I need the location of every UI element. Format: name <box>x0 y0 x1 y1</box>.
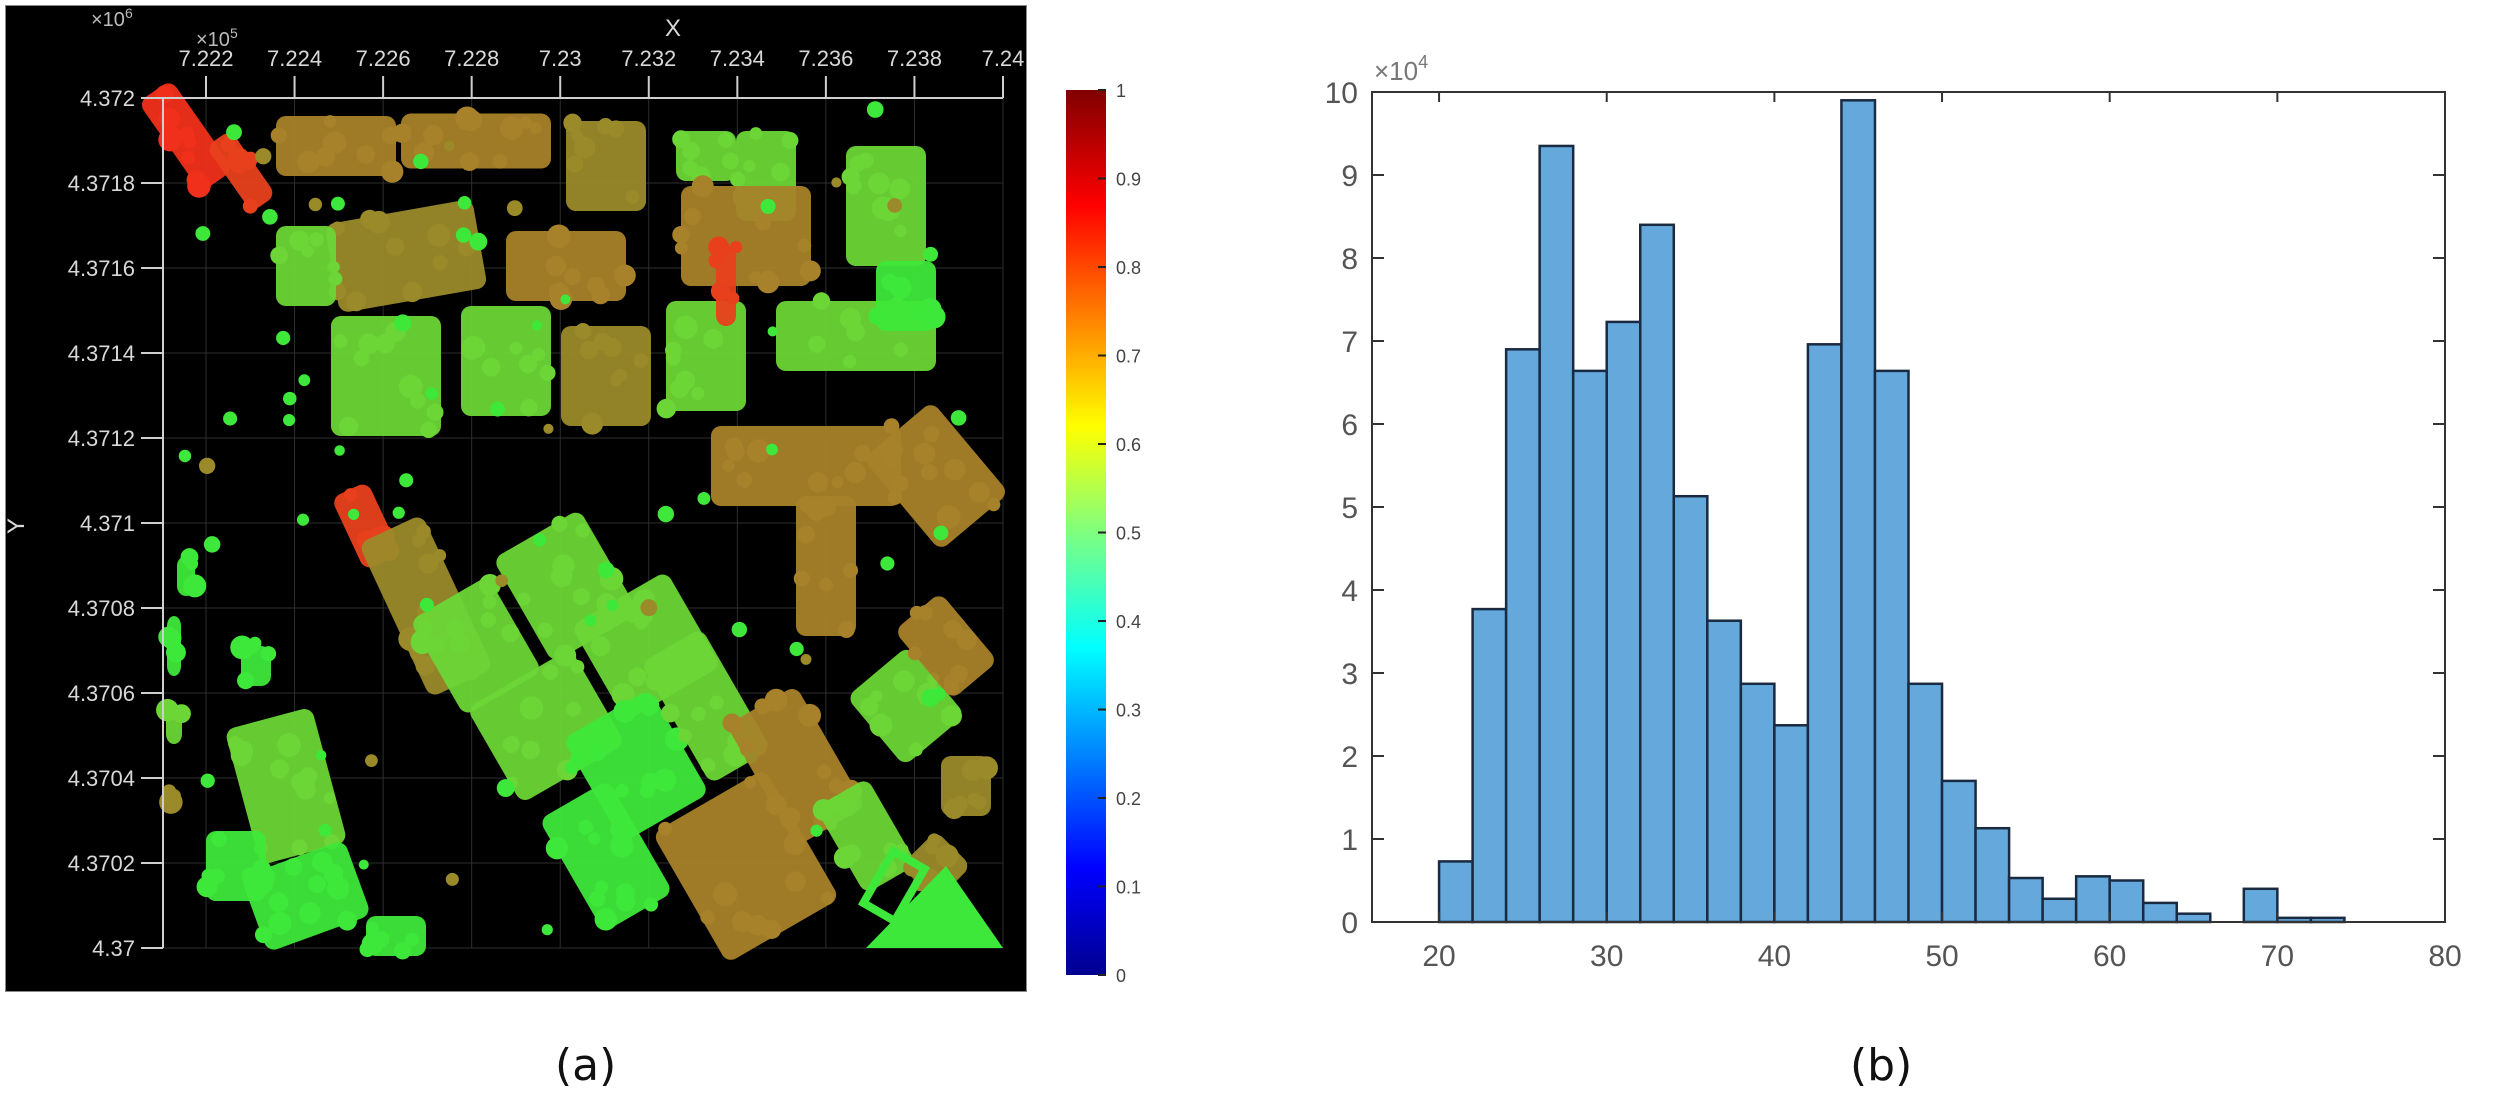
y-tick-label: 6 <box>1341 409 1358 442</box>
y-tick-label: 1 <box>1341 824 1358 857</box>
histogram-bar <box>1538 144 1575 924</box>
y-tick-label: 4.3712 <box>68 426 135 451</box>
y-tick-label: 4.372 <box>80 86 135 111</box>
x-tick-label: 80 <box>2428 940 2461 973</box>
y-tick-label: 8 <box>1341 243 1358 276</box>
caption-b: (b) <box>1850 1040 1913 1091</box>
x-tick-label: 40 <box>1758 940 1791 973</box>
x-tick-label: 7.232 <box>621 46 676 71</box>
histogram-bar <box>1672 494 1709 924</box>
histogram-bar <box>1940 779 1977 924</box>
x-tick-label: 7.238 <box>887 46 942 71</box>
histogram-bar <box>1504 348 1541 924</box>
y-tick-label: 5 <box>1341 492 1358 525</box>
histogram-bar <box>1773 724 1810 924</box>
x-tick-label: 7.236 <box>798 46 853 71</box>
x-tick-label: 50 <box>1925 940 1958 973</box>
histogram-bar <box>1873 369 1910 924</box>
y-tick-label: 7 <box>1341 326 1358 359</box>
map-axes: 7.222 7.224 7.226 7.228 7.23 7.232 7.234 7.236 7… <box>6 6 1024 961</box>
y-tick-label: 0 <box>1341 907 1358 940</box>
histogram-bar <box>1571 369 1608 924</box>
histogram-bar <box>1605 320 1642 924</box>
histogram-bar <box>1806 343 1843 924</box>
x-tick-label: 7.23 <box>539 46 582 71</box>
x-tick-label: 20 <box>1422 940 1455 973</box>
y-tick-label: 4.3708 <box>68 596 135 621</box>
histogram-bar <box>1639 223 1676 924</box>
y-exponent: ×104 <box>1374 52 1428 86</box>
y-tick-label: 4.3714 <box>68 341 135 366</box>
histogram-bar <box>1437 860 1474 924</box>
histogram-bar <box>2242 887 2279 924</box>
y-tick-label: 3 <box>1341 658 1358 691</box>
y-tick-label: 10 <box>1325 77 1358 110</box>
histogram-bars <box>1437 99 2346 924</box>
histogram-bar <box>1739 682 1776 924</box>
building-points <box>141 83 1005 960</box>
y-tick-label: 2 <box>1341 741 1358 774</box>
y-tick-label: 4.3702 <box>68 851 135 876</box>
x-tick-label: 7.234 <box>710 46 765 71</box>
y-tick-label: 9 <box>1341 160 1358 193</box>
x-exponent: ×105 <box>196 25 238 51</box>
map-plot: 7.222 7.224 7.226 7.228 7.23 7.232 7.234 7.236 7… <box>6 6 1024 961</box>
x-tick-label: 60 <box>2093 940 2126 973</box>
y-tick-label: 4.37 <box>92 936 135 961</box>
y-tick-label: 4.3706 <box>68 681 135 706</box>
histogram-bar <box>1471 607 1508 924</box>
x-tick-label: 30 <box>1590 940 1623 973</box>
histogram-bar <box>2041 897 2078 924</box>
y-tick-label: 4.3716 <box>68 256 135 281</box>
y-axis-label: Y <box>6 518 30 534</box>
histogram-bar <box>2141 901 2178 924</box>
y-tick-label: 4 <box>1341 575 1358 608</box>
x-tick-label: 7.224 <box>267 46 322 71</box>
x-tick-label: 7.222 <box>178 46 233 71</box>
y-tick-label: 4.3704 <box>68 766 135 791</box>
map-panel: 7.222 7.224 7.226 7.228 7.23 7.232 7.234 7.236 7… <box>5 5 1027 992</box>
caption-a: (a) <box>555 1040 617 1091</box>
histogram-bar <box>2074 875 2111 924</box>
y-tick-label: 4.3718 <box>68 171 135 196</box>
x-axis-label: X <box>665 15 681 42</box>
histogram-bar <box>1840 99 1877 924</box>
histogram-bar <box>1907 682 1944 924</box>
histogram-bar <box>1974 826 2011 924</box>
x-tick-label: 70 <box>2261 940 2294 973</box>
y-tick-label: 4.371 <box>80 511 135 536</box>
x-tick-label: 7.226 <box>356 46 411 71</box>
histogram-axes: 20 30 40 50 60 70 80 0 1 2 3 4 5 6 7 8 9 10 ×104 <box>1325 52 2462 973</box>
histogram-bar <box>1706 619 1743 924</box>
histogram-bar <box>2108 879 2145 924</box>
x-tick-label: 7.228 <box>444 46 499 71</box>
histogram-bar <box>2175 912 2212 924</box>
x-tick-label: 7.24 <box>982 46 1025 71</box>
histogram-bar <box>2007 876 2044 924</box>
